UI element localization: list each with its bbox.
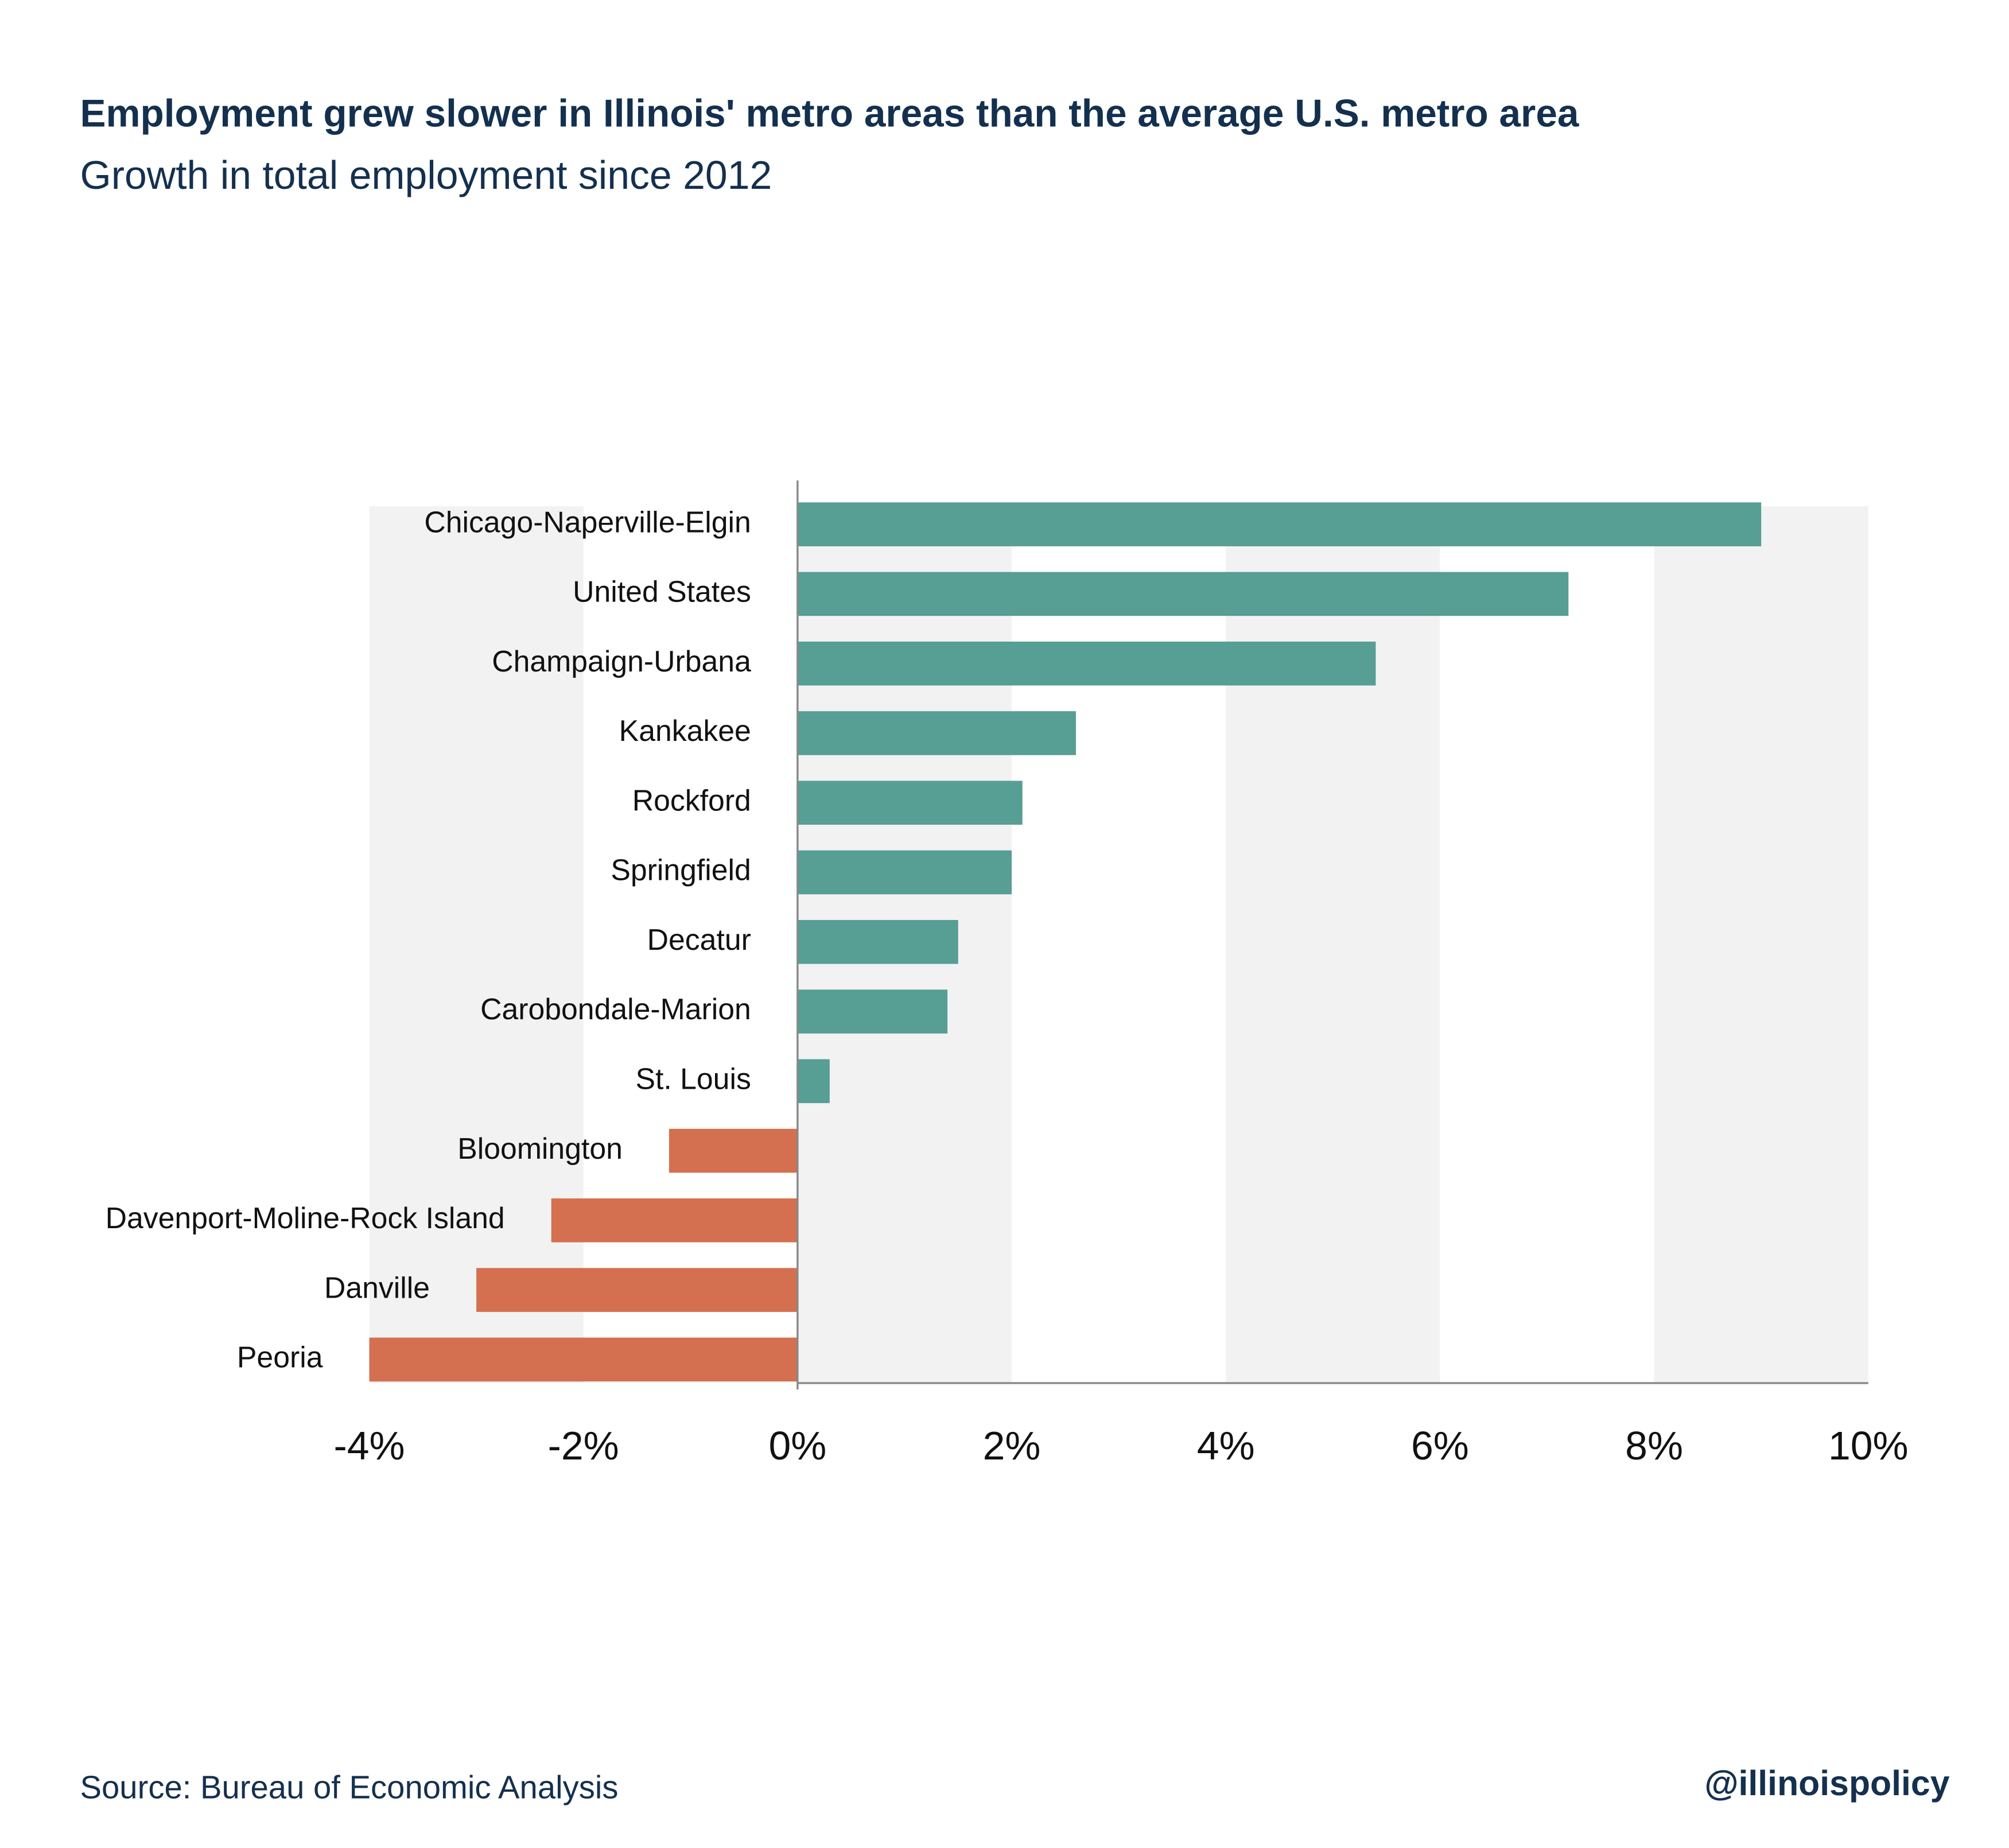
y-tick-label: Chicago-Naperville-Elgin [424,505,751,538]
grid-band [1226,506,1440,1383]
bar [797,572,1569,616]
bar [797,920,958,964]
y-tick-label: United States [573,575,751,608]
y-tick-label: Danville [324,1271,430,1304]
bar [797,781,1023,825]
y-tick-label: Carobondale-Marion [480,992,751,1026]
y-tick-label: St. Louis [635,1062,751,1095]
x-tick-label: 2% [983,1423,1041,1468]
x-tick-label: -4% [333,1423,405,1468]
x-tick-label: 6% [1411,1423,1469,1468]
bar [797,641,1376,686]
bar [669,1128,798,1173]
credit: @illinoispolicy [1704,1764,1949,1803]
bar [369,1337,798,1382]
y-tick-label: Kankakee [619,714,751,747]
y-tick-label: Rockford [632,783,751,817]
grid-band [1654,506,1868,1383]
y-tick-label: Decatur [647,923,751,956]
y-tick-label: Davenport-Moline-Rock Island [106,1201,505,1234]
bar [797,850,1012,895]
chart-title: Employment grew slower in Illinois' metr… [80,92,1579,135]
bar [797,989,948,1034]
x-tick-label: 10% [1828,1423,1909,1468]
x-tick-label: 0% [768,1423,826,1468]
bar [797,1059,830,1104]
y-tick-label: Bloomington [457,1132,623,1165]
bar [551,1198,798,1243]
bar [797,711,1076,755]
bar [797,502,1762,546]
grid-band [369,506,584,1383]
x-tick-label: -2% [548,1423,619,1468]
y-tick-label: Springfield [611,853,751,887]
y-tick-label: Champaign-Urbana [492,645,751,678]
source: Source: Bureau of Economic Analysis [80,1769,619,1805]
y-tick-label: Peoria [237,1341,323,1374]
x-tick-label: 4% [1197,1423,1255,1468]
chart-subtitle: Growth in total employment since 2012 [80,153,772,197]
x-tick-label: 8% [1625,1423,1683,1468]
bar [476,1268,798,1312]
